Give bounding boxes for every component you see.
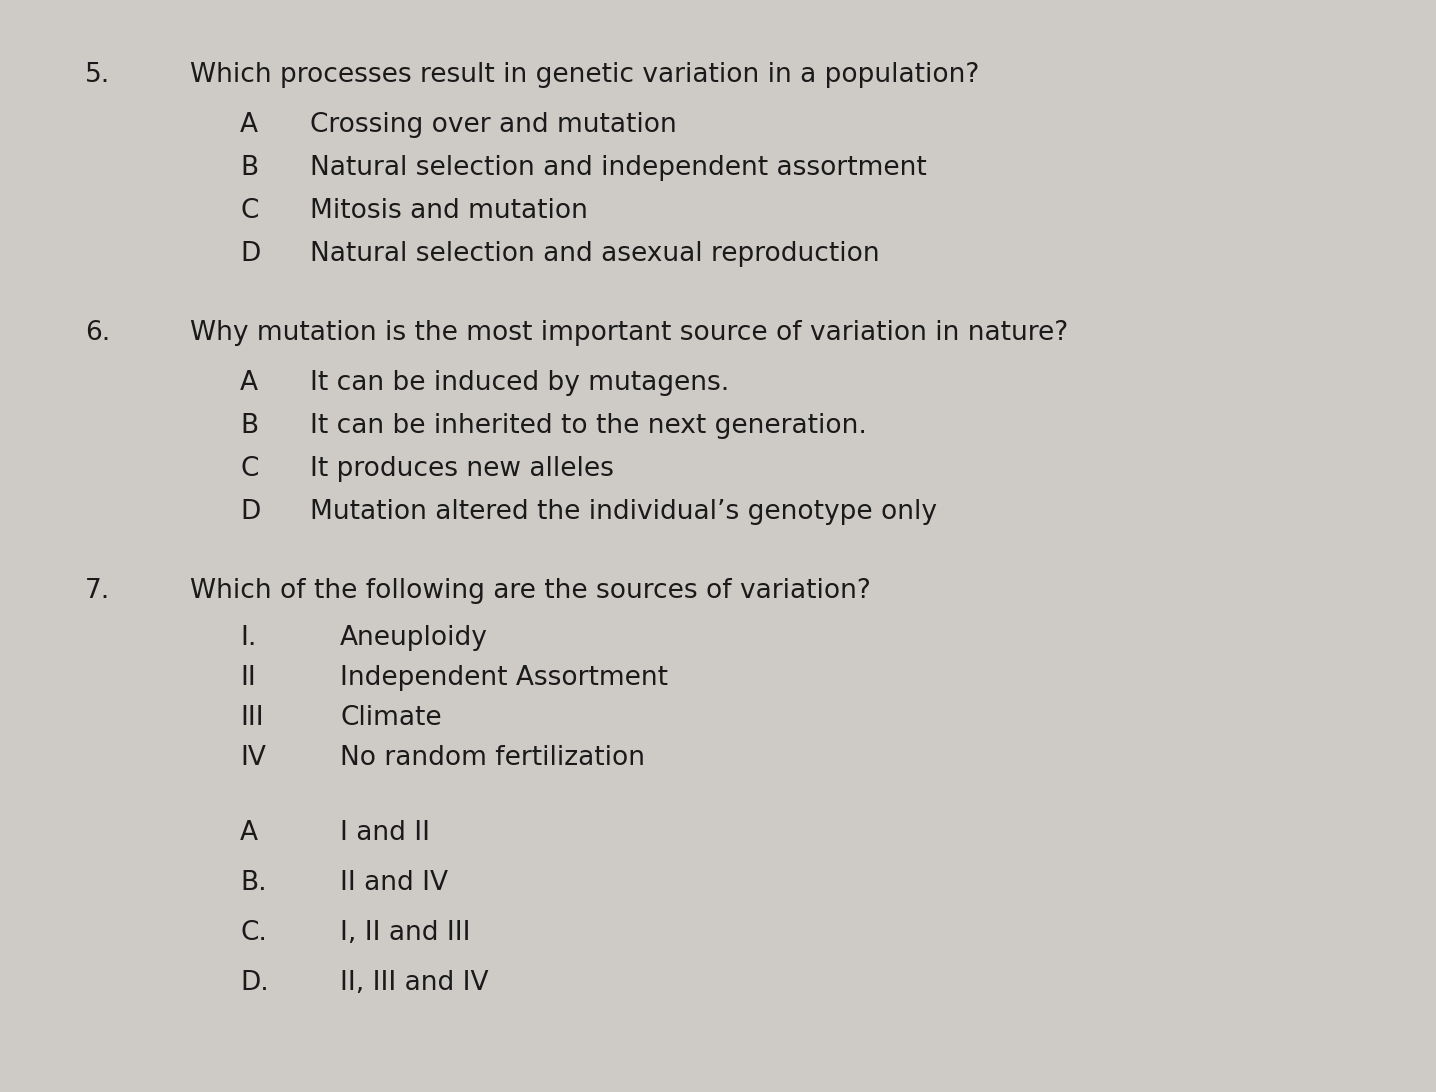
Text: A: A [240, 112, 258, 138]
Text: D.: D. [240, 970, 269, 996]
Text: II: II [240, 665, 256, 691]
Text: 6.: 6. [85, 320, 111, 346]
Text: I.: I. [240, 625, 257, 651]
Text: A: A [240, 820, 258, 846]
Text: Natural selection and asexual reproduction: Natural selection and asexual reproducti… [310, 241, 880, 268]
Text: No random fertilization: No random fertilization [340, 745, 645, 771]
Text: It can be induced by mutagens.: It can be induced by mutagens. [310, 370, 729, 396]
Text: 5.: 5. [85, 62, 111, 88]
Text: It can be inherited to the next generation.: It can be inherited to the next generati… [310, 413, 867, 439]
Text: 7.: 7. [85, 578, 111, 604]
Text: C: C [240, 198, 258, 224]
Text: Mitosis and mutation: Mitosis and mutation [310, 198, 587, 224]
Text: Climate: Climate [340, 705, 442, 731]
Text: II and IV: II and IV [340, 870, 448, 897]
Text: II, III and IV: II, III and IV [340, 970, 488, 996]
Text: D: D [240, 241, 260, 268]
Text: It produces new alleles: It produces new alleles [310, 456, 613, 482]
Text: Mutation altered the individual’s genotype only: Mutation altered the individual’s genoty… [310, 499, 938, 525]
Text: Independent Assortment: Independent Assortment [340, 665, 668, 691]
Text: Crossing over and mutation: Crossing over and mutation [310, 112, 676, 138]
Text: Why mutation is the most important source of variation in nature?: Why mutation is the most important sourc… [190, 320, 1068, 346]
Text: B: B [240, 413, 258, 439]
Text: IV: IV [240, 745, 266, 771]
Text: Aneuploidy: Aneuploidy [340, 625, 488, 651]
Text: A: A [240, 370, 258, 396]
Text: I and II: I and II [340, 820, 429, 846]
Text: C: C [240, 456, 258, 482]
Text: B: B [240, 155, 258, 181]
Text: I, II and III: I, II and III [340, 919, 471, 946]
Text: Which of the following are the sources of variation?: Which of the following are the sources o… [190, 578, 870, 604]
Text: D: D [240, 499, 260, 525]
Text: B.: B. [240, 870, 267, 897]
Text: Which processes result in genetic variation in a population?: Which processes result in genetic variat… [190, 62, 979, 88]
Text: C.: C. [240, 919, 267, 946]
Text: Natural selection and independent assortment: Natural selection and independent assort… [310, 155, 926, 181]
Text: III: III [240, 705, 264, 731]
